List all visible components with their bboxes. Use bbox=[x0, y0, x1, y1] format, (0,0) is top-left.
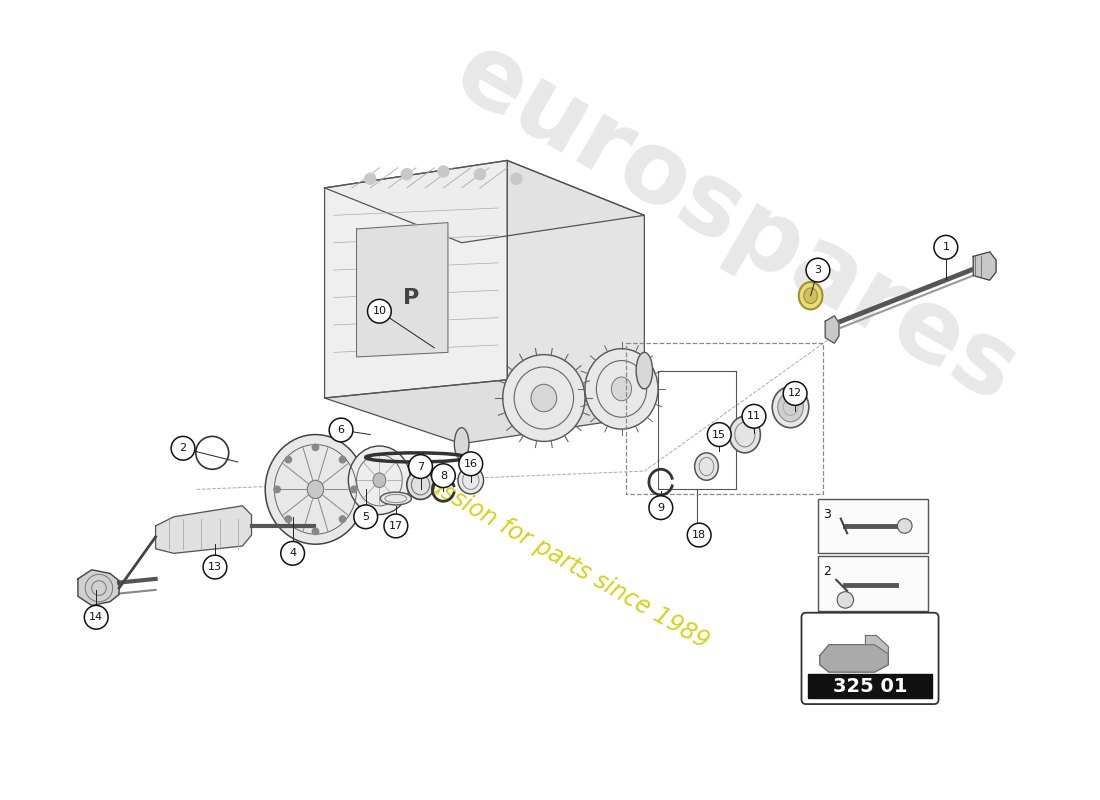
Ellipse shape bbox=[407, 470, 434, 499]
Ellipse shape bbox=[458, 466, 484, 494]
Circle shape bbox=[340, 516, 345, 522]
Text: 13: 13 bbox=[208, 562, 222, 572]
Circle shape bbox=[474, 169, 485, 180]
Text: 12: 12 bbox=[788, 389, 802, 398]
Ellipse shape bbox=[778, 393, 803, 422]
Text: 1: 1 bbox=[943, 242, 949, 252]
Circle shape bbox=[340, 457, 345, 463]
Ellipse shape bbox=[772, 386, 808, 428]
Bar bbox=[807, 674, 932, 698]
Ellipse shape bbox=[381, 492, 411, 505]
Circle shape bbox=[402, 169, 412, 180]
Circle shape bbox=[783, 382, 807, 406]
Polygon shape bbox=[324, 161, 645, 242]
FancyBboxPatch shape bbox=[802, 613, 938, 704]
Circle shape bbox=[312, 444, 319, 450]
Circle shape bbox=[285, 457, 292, 463]
Circle shape bbox=[898, 518, 912, 534]
Polygon shape bbox=[78, 570, 119, 606]
Ellipse shape bbox=[585, 349, 658, 429]
Text: 16: 16 bbox=[464, 459, 477, 469]
Circle shape bbox=[409, 454, 432, 478]
Ellipse shape bbox=[729, 416, 760, 453]
Text: 5: 5 bbox=[362, 512, 370, 522]
Bar bbox=[818, 498, 927, 554]
Text: 9: 9 bbox=[657, 502, 664, 513]
Text: eurospares: eurospares bbox=[438, 25, 1034, 425]
Circle shape bbox=[649, 496, 673, 519]
Circle shape bbox=[431, 464, 455, 487]
Text: 15: 15 bbox=[713, 430, 726, 439]
Text: 2: 2 bbox=[179, 443, 187, 454]
Polygon shape bbox=[324, 380, 645, 444]
Text: 3: 3 bbox=[824, 508, 832, 521]
Text: 325 01: 325 01 bbox=[833, 678, 908, 696]
Text: a passion for parts since 1989: a passion for parts since 1989 bbox=[393, 454, 714, 653]
Text: 7: 7 bbox=[417, 462, 425, 471]
Text: 4: 4 bbox=[289, 548, 296, 558]
Polygon shape bbox=[324, 161, 507, 398]
Circle shape bbox=[172, 436, 195, 460]
Circle shape bbox=[438, 166, 449, 177]
Circle shape bbox=[204, 555, 227, 579]
Circle shape bbox=[367, 299, 392, 323]
Text: 11: 11 bbox=[747, 411, 761, 422]
Ellipse shape bbox=[531, 384, 557, 412]
Ellipse shape bbox=[799, 282, 823, 310]
Circle shape bbox=[312, 528, 319, 534]
Ellipse shape bbox=[636, 352, 652, 389]
Polygon shape bbox=[825, 316, 839, 343]
Ellipse shape bbox=[373, 473, 386, 487]
Polygon shape bbox=[155, 506, 252, 554]
Ellipse shape bbox=[612, 377, 631, 401]
Circle shape bbox=[742, 405, 766, 428]
Text: 14: 14 bbox=[89, 612, 103, 622]
Circle shape bbox=[837, 592, 854, 608]
Circle shape bbox=[384, 514, 408, 538]
Circle shape bbox=[934, 235, 958, 259]
Circle shape bbox=[85, 606, 108, 629]
Ellipse shape bbox=[349, 446, 410, 514]
Bar bbox=[818, 556, 927, 611]
Circle shape bbox=[459, 452, 483, 476]
Polygon shape bbox=[820, 645, 889, 672]
Text: 6: 6 bbox=[338, 425, 344, 435]
Text: P: P bbox=[404, 287, 419, 307]
Circle shape bbox=[354, 505, 377, 529]
Text: 17: 17 bbox=[388, 521, 403, 531]
Circle shape bbox=[806, 258, 829, 282]
Polygon shape bbox=[507, 161, 645, 416]
Ellipse shape bbox=[454, 428, 469, 460]
Circle shape bbox=[707, 422, 732, 446]
Circle shape bbox=[351, 486, 358, 493]
Circle shape bbox=[285, 516, 292, 522]
Circle shape bbox=[274, 486, 280, 493]
Bar bbox=[626, 343, 823, 494]
Polygon shape bbox=[866, 635, 889, 654]
Ellipse shape bbox=[265, 434, 365, 544]
Circle shape bbox=[329, 418, 353, 442]
Text: 10: 10 bbox=[373, 306, 386, 316]
Ellipse shape bbox=[503, 354, 585, 442]
Ellipse shape bbox=[694, 453, 718, 480]
Ellipse shape bbox=[804, 288, 817, 303]
Text: 8: 8 bbox=[440, 470, 447, 481]
Text: 3: 3 bbox=[814, 265, 822, 275]
Circle shape bbox=[280, 542, 305, 566]
Circle shape bbox=[512, 174, 521, 184]
Ellipse shape bbox=[307, 480, 323, 498]
Circle shape bbox=[688, 523, 711, 547]
Polygon shape bbox=[356, 222, 448, 357]
Circle shape bbox=[365, 174, 376, 184]
Text: 2: 2 bbox=[824, 566, 832, 578]
Polygon shape bbox=[974, 252, 997, 280]
Text: 18: 18 bbox=[692, 530, 706, 540]
